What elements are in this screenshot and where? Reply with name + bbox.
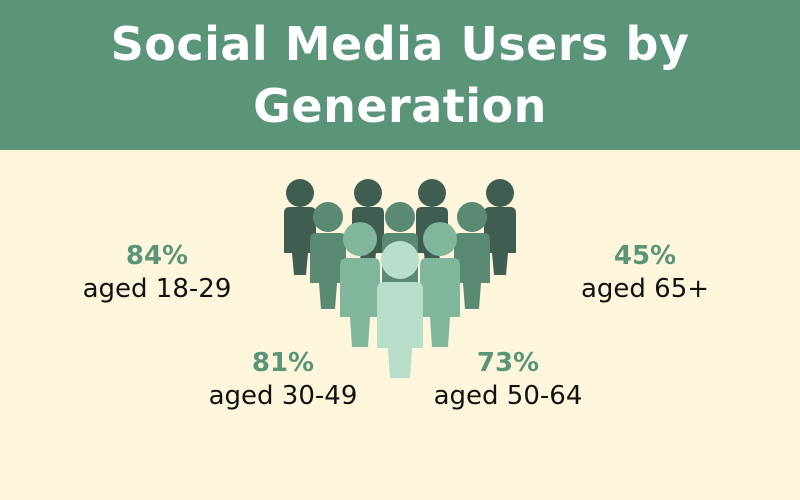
stat-50-64: 73% aged 50-64 bbox=[398, 347, 618, 413]
stat-label: aged 18-29 bbox=[82, 274, 232, 304]
stat-value: 84% bbox=[125, 241, 189, 271]
stat-value: 81% bbox=[251, 348, 315, 378]
stat-value: 45% bbox=[613, 241, 677, 271]
people-crowd-icon bbox=[284, 179, 516, 378]
stat-30-49: 81% aged 30-49 bbox=[173, 347, 393, 413]
title-banner: Social Media Users by Generation bbox=[0, 0, 800, 150]
stat-value: 73% bbox=[476, 348, 540, 378]
stat-label: aged 65+ bbox=[580, 274, 710, 304]
stat-label: aged 50-64 bbox=[433, 381, 583, 411]
stat-label: aged 30-49 bbox=[208, 381, 358, 411]
chart-title: Social Media Users by Generation bbox=[110, 17, 690, 133]
stat-18-29: 84% aged 18-29 bbox=[47, 240, 267, 306]
stat-65-plus: 45% aged 65+ bbox=[535, 240, 755, 306]
